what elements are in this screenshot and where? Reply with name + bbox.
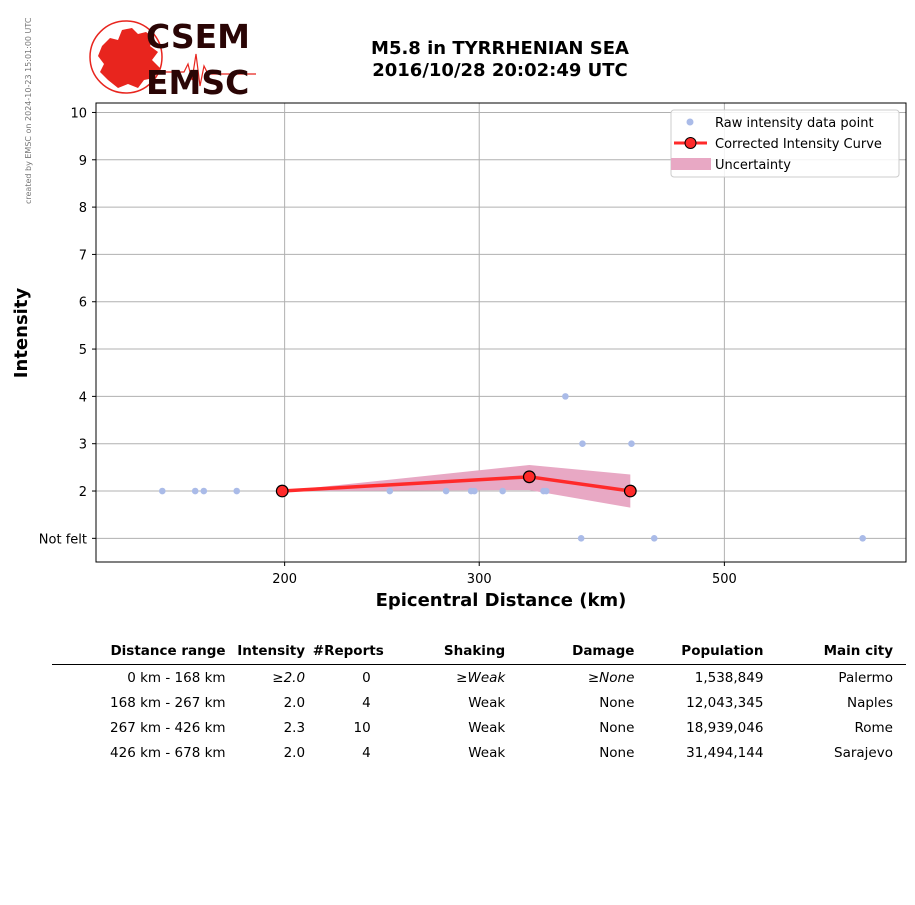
cell-main-city: Palermo <box>838 670 893 686</box>
x-axis-ticks: 200 300 500 <box>272 562 737 587</box>
csem-emsc-logo: CSEM EMSC <box>89 17 256 100</box>
y-tick-label: 2 <box>79 485 87 500</box>
legend-band-label: Uncertainty <box>715 158 791 173</box>
cell-main-city: Sarajevo <box>834 745 893 761</box>
legend-band-swatch <box>671 158 711 170</box>
legend-curve-label: Corrected Intensity Curve <box>715 137 882 152</box>
y-axis-label: Intensity <box>11 288 32 379</box>
title-line1: M5.8 in TYRRHENIAN SEA <box>371 38 629 59</box>
cell-reports: 4 <box>362 745 371 761</box>
y-tick-label: 6 <box>79 296 87 311</box>
header-reports: #Reports <box>305 641 384 665</box>
raw-data-point <box>499 487 506 495</box>
header-distance-range: Distance range <box>52 641 226 665</box>
cell-intensity: ≥2.0 <box>272 670 306 686</box>
raw-data-point <box>650 535 658 542</box>
cell-population: 18,939,046 <box>686 720 764 736</box>
cell-intensity: 2.0 <box>283 745 306 761</box>
cell-damage: None <box>599 720 635 736</box>
y-tick-label: 7 <box>79 248 87 263</box>
header-population: Population <box>634 641 764 665</box>
y-tick-label: 9 <box>79 154 87 169</box>
x-tick-label: 500 <box>712 572 737 587</box>
cell-distance-range: 267 km - 426 km <box>110 720 226 736</box>
uncertainty-band-layer <box>282 464 631 508</box>
legend: Raw intensity data point Corrected Inten… <box>670 109 900 178</box>
cell-population: 1,538,849 <box>694 670 764 686</box>
watermark: created by EMSC on 2024-10-23 15:01:00 U… <box>24 17 33 204</box>
legend-raw-marker <box>686 118 694 126</box>
corrected-intensity-point <box>522 470 536 484</box>
intensity-summary-table: Distance range Intensity #Reports Shakin… <box>52 641 906 765</box>
cell-distance-range: 168 km - 267 km <box>110 695 226 711</box>
header-intensity: Intensity <box>225 641 306 665</box>
plot-frame <box>95 102 907 563</box>
table-row: 267 km - 426 km 2.3 10 Weak None 18,939,046 Ro… <box>52 715 906 740</box>
raw-data-point <box>386 487 394 495</box>
logo-top-text: CSEM <box>146 17 250 56</box>
y-tick-label: 3 <box>79 438 87 453</box>
header-shaking: Shaking <box>383 641 506 665</box>
cell-distance-range: 0 km - 168 km <box>127 670 226 686</box>
cell-damage: ≥None <box>587 670 635 686</box>
title-line2: 2016/10/28 20:02:49 UTC <box>372 60 628 81</box>
raw-data-point <box>628 440 635 448</box>
y-tick-label: Not felt <box>39 532 87 547</box>
y-tick-label: 10 <box>70 106 87 121</box>
y-tick-label: 5 <box>79 343 87 358</box>
cell-intensity: 2.3 <box>283 720 306 736</box>
cell-main-city: Naples <box>846 695 893 711</box>
raw-data-point <box>579 440 586 448</box>
legend-box <box>670 109 900 178</box>
cell-population: 31,494,144 <box>686 745 764 761</box>
x-tick-label: 200 <box>272 572 297 587</box>
cell-shaking: ≥Weak <box>456 670 506 686</box>
table-row: 0 km - 168 km ≥2.0 0 ≥Weak ≥None 1,538,849 Pal… <box>52 665 906 691</box>
watermark-text: created by EMSC on 2024-10-23 15:01:00 U… <box>24 17 33 204</box>
header-main-city: Main city <box>763 641 906 665</box>
legend-raw-label: Raw intensity data point <box>715 116 874 131</box>
y-tick-label: 4 <box>79 390 87 405</box>
y-tick-label: 8 <box>79 201 87 216</box>
cell-shaking: Weak <box>468 720 506 736</box>
cell-reports: 10 <box>353 720 371 736</box>
cell-distance-range: 426 km - 678 km <box>110 745 226 761</box>
cell-population: 12,043,345 <box>686 695 764 711</box>
cell-main-city: Rome <box>854 720 894 736</box>
raw-data-point <box>442 487 450 495</box>
cell-damage: None <box>599 745 635 761</box>
curve-layer <box>275 470 637 498</box>
logo-bottom-text: EMSC <box>146 63 249 100</box>
raw-data-point <box>233 487 241 495</box>
x-tick-label: 300 <box>467 572 492 587</box>
chart-title: M5.8 in TYRRHENIAN SEA 2016/10/28 20:02:… <box>300 38 700 82</box>
legend-curve-marker <box>684 137 697 149</box>
raw-data-point <box>542 487 550 495</box>
corrected-intensity-point <box>275 484 289 498</box>
table-row: 426 km - 678 km 2.0 4 Weak None 31,494,144 Sar… <box>52 740 906 765</box>
raw-points-layer <box>159 393 866 542</box>
raw-data-point <box>577 535 585 542</box>
raw-data-point <box>200 487 208 495</box>
table-header-row: Distance range Intensity #Reports Shakin… <box>52 641 906 665</box>
raw-data-point <box>471 487 478 495</box>
y-axis-ticks: Not felt 2 3 4 5 6 7 8 9 10 <box>39 106 96 547</box>
raw-data-point <box>191 487 199 495</box>
uncertainty-band <box>282 464 631 508</box>
x-axis-label: Epicentral Distance (km) <box>376 590 627 611</box>
corrected-intensity-point <box>623 484 637 498</box>
cell-reports: 4 <box>362 695 371 711</box>
cell-damage: None <box>599 695 635 711</box>
raw-data-point <box>859 535 866 542</box>
cell-shaking: Weak <box>468 745 506 761</box>
cell-intensity: 2.0 <box>283 695 306 711</box>
cell-reports: 0 <box>362 670 371 686</box>
header-damage: Damage <box>505 641 635 665</box>
raw-data-point <box>159 487 166 495</box>
cell-shaking: Weak <box>468 695 506 711</box>
intensity-chart: Not felt 2 3 4 5 6 7 8 9 10 200 300 500 Epicentral … <box>11 102 907 611</box>
raw-data-point <box>562 393 569 400</box>
table-row: 168 km - 267 km 2.0 4 Weak None 12,043,345 Nap… <box>52 690 906 715</box>
